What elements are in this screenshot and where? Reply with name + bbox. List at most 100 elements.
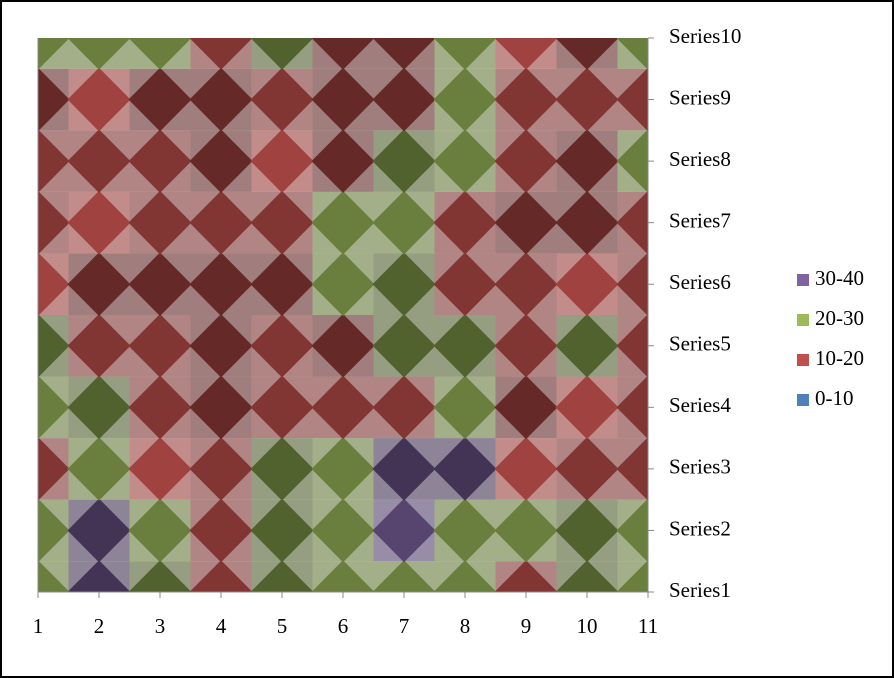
surface-cell-fill: [556, 130, 618, 192]
surface-cell-fill: [434, 38, 496, 69]
surface-cell-fill: [495, 561, 557, 592]
series-label: Series2: [669, 516, 731, 540]
series-label: Series1: [669, 578, 731, 602]
surface-cell-fill: [129, 499, 191, 562]
surface-cell-fill: [68, 253, 130, 315]
surface-cell-fill: [251, 376, 313, 439]
surface-cell-fill: [373, 38, 435, 69]
surface-cell-fill: [251, 561, 313, 592]
surface-cell-fill: [434, 253, 496, 315]
surface-cell-fill: [434, 438, 496, 500]
surface-cell-fill: [38, 499, 69, 562]
surface-cell-fill: [312, 315, 374, 377]
surface-cell-fill: [38, 191, 69, 254]
surface-cell-fill: [556, 68, 618, 131]
legend-swatch: [797, 314, 809, 326]
x-tick-label: 2: [94, 614, 105, 638]
surface-cell-fill: [617, 376, 648, 439]
surface-cell-fill: [312, 376, 374, 439]
surface-cell-fill: [312, 253, 374, 315]
surface-cell-fill: [373, 253, 435, 315]
surface-cell-fill: [434, 315, 496, 377]
surface-cell-fill: [38, 38, 69, 69]
surface-cell-fill: [495, 191, 557, 254]
surface-cell-fill: [495, 376, 557, 439]
surface-cell-fill: [556, 561, 618, 592]
surface-cell-fill: [68, 376, 130, 439]
surface-cell-fill: [373, 499, 435, 562]
surface-cell-fill: [68, 438, 130, 500]
surface-cell-fill: [38, 561, 69, 592]
legend-label: 0-10: [815, 386, 854, 410]
series-label: Series4: [669, 393, 731, 417]
surface-cell-fill: [434, 499, 496, 562]
surface-cell-fill: [190, 499, 252, 562]
x-tick-label: 8: [460, 614, 471, 638]
surface-cell-fill: [251, 130, 313, 192]
x-tick-label: 1: [33, 614, 44, 638]
surface-cell-fill: [190, 68, 252, 131]
surface-cell-fill: [373, 68, 435, 131]
x-tick-label: 5: [277, 614, 288, 638]
legend-swatch: [797, 394, 809, 406]
series-label: Series8: [669, 147, 731, 171]
surface-cell-fill: [129, 130, 191, 192]
surface-cell-fill: [556, 376, 618, 439]
surface-cell-fill: [68, 315, 130, 377]
surface-cell-fill: [373, 191, 435, 254]
surface-cell-fill: [251, 253, 313, 315]
surface-cell-fill: [312, 130, 374, 192]
surface-cell-fill: [556, 438, 618, 500]
series-label: Series3: [669, 455, 731, 479]
surface-cell-fill: [373, 130, 435, 192]
surface-cell-fill: [556, 253, 618, 315]
surface-cell-fill: [617, 38, 648, 69]
surface-cell-fill: [251, 68, 313, 131]
surface-cell-fill: [434, 68, 496, 131]
surface-cell-fill: [129, 376, 191, 439]
surface-cell-fill: [129, 438, 191, 500]
surface-cell-fill: [38, 376, 69, 439]
surface-cell-fill: [434, 376, 496, 439]
series-label: Series6: [669, 270, 731, 294]
surface-cell-fill: [434, 130, 496, 192]
x-tick-label: 4: [216, 614, 227, 638]
surface-cell-fill: [129, 68, 191, 131]
surface-cell-fill: [251, 191, 313, 254]
surface-cell-fill: [373, 315, 435, 377]
surface-cell-fill: [312, 561, 374, 592]
surface-cell-fill: [38, 253, 69, 315]
surface-cell-fill: [129, 253, 191, 315]
surface-cell-fill: [38, 438, 69, 500]
surface-cell-fill: [617, 438, 648, 500]
x-tick-label: 7: [399, 614, 410, 638]
x-tick-label: 6: [338, 614, 349, 638]
surface-cell-fill: [312, 191, 374, 254]
surface-cell-fill: [190, 438, 252, 500]
surface-cell-fill: [617, 315, 648, 377]
surface-cell-fill: [251, 438, 313, 500]
x-tick-label: 3: [155, 614, 166, 638]
surface-cell-fill: [556, 499, 618, 562]
surface-cell-fill: [38, 68, 69, 131]
surface-cell-fill: [129, 191, 191, 254]
series-label: Series5: [669, 332, 731, 356]
surface-cell-fill: [556, 191, 618, 254]
series-label: Series9: [669, 85, 731, 109]
surface-cell-fill: [495, 68, 557, 131]
surface-cell-fill: [68, 191, 130, 254]
surface-cell-fill: [251, 38, 313, 69]
surface-cell-fill: [251, 499, 313, 562]
series-label: Series7: [669, 208, 731, 232]
surface-cell-fill: [434, 561, 496, 592]
surface-cell-fill: [129, 561, 191, 592]
surface-cell-fill: [190, 561, 252, 592]
surface-cell-fill: [68, 38, 130, 69]
surface-cell-fill: [617, 191, 648, 254]
surface-cell-fill: [312, 68, 374, 131]
surface-cell-fill: [190, 253, 252, 315]
surface-cell-fill: [190, 38, 252, 69]
surface-cell-fill: [129, 315, 191, 377]
surface-cell-fill: [556, 315, 618, 377]
